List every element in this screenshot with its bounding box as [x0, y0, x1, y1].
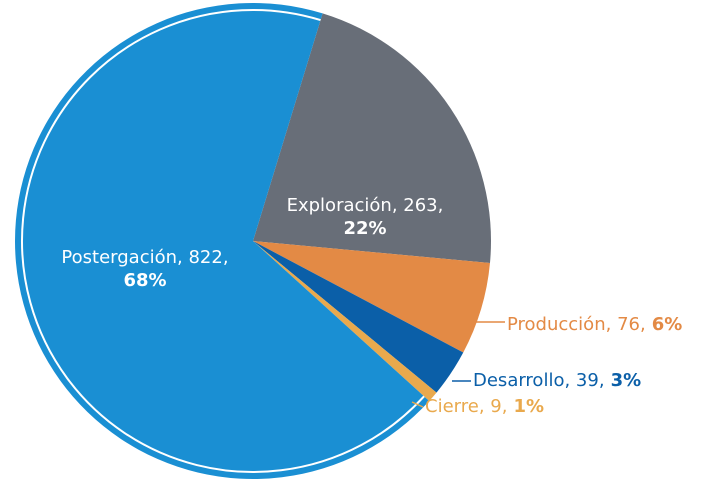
pie-slice [253, 13, 491, 264]
pie-slice [253, 241, 464, 393]
label-sep: , [438, 195, 444, 216]
label-sep: , [640, 314, 646, 335]
label-value: 9 [490, 396, 501, 417]
label-sep: , [564, 370, 575, 391]
data-label-percent: 68% [123, 270, 166, 291]
label-value: 39 [576, 370, 599, 391]
data-label: Desarrollo, 39, 3% [473, 370, 641, 391]
label-name: Cierre [425, 396, 479, 417]
label-sep: , [479, 396, 490, 417]
leader-line [411, 401, 424, 408]
label-sep: , [502, 396, 508, 417]
pie-slice [253, 241, 490, 353]
label-name: Exploración [287, 195, 392, 216]
label-name: Desarrollo [473, 370, 564, 391]
label-percent: 68% [123, 270, 166, 291]
data-label: Cierre, 9, 1% [425, 396, 544, 417]
slice-outline [21, 9, 425, 473]
label-sep: , [223, 247, 229, 268]
label-sep: , [599, 370, 605, 391]
label-name: Postergación [61, 247, 177, 268]
label-percent: 22% [343, 218, 386, 239]
data-label: Producción, 76, 6% [507, 314, 682, 335]
label-name: Producción [507, 314, 606, 335]
label-value: 822 [188, 247, 222, 268]
label-percent: 6% [652, 314, 683, 335]
pie-slice [253, 241, 437, 401]
pie-slice [15, 3, 430, 479]
data-label-percent: 22% [343, 218, 386, 239]
label-sep: , [392, 195, 403, 216]
data-label: Postergación, 822, [61, 247, 228, 268]
label-value: 76 [617, 314, 640, 335]
label-sep: , [606, 314, 617, 335]
label-sep: , [177, 247, 188, 268]
label-percent: 3% [611, 370, 642, 391]
label-percent: 1% [513, 396, 544, 417]
data-label: Exploración, 263, [287, 195, 444, 216]
label-value: 263 [403, 195, 437, 216]
